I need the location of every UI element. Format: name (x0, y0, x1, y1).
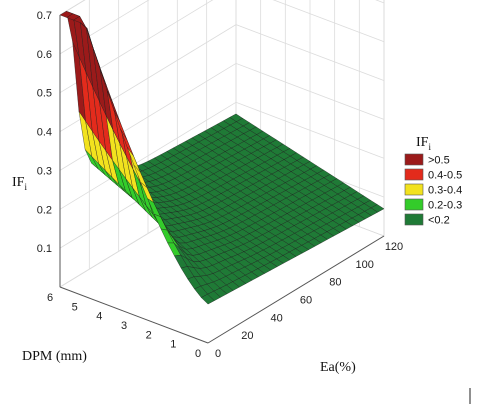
x-tick-label: 100 (355, 259, 373, 271)
z-tick-label: 0.2 (37, 204, 52, 216)
x-tick-label: 60 (300, 295, 312, 307)
z-axis-ticks: 0.1 0.2 0.3 0.4 0.5 0.6 0.7 (37, 10, 52, 255)
x-axis-title: Ea(%) (320, 360, 356, 375)
y-tick-label: 5 (72, 301, 78, 313)
z-tick-label: 0.5 (37, 88, 52, 100)
legend-swatch (404, 198, 424, 211)
y-tick-label: 3 (121, 320, 127, 332)
x-tick-label: 0 (215, 348, 221, 360)
z-tick-label: 0.1 (37, 243, 52, 255)
z-tick-label: 0.7 (37, 10, 52, 22)
legend-label: 0.4-0.5 (428, 170, 462, 182)
y-axis-ticks: 0 1 2 3 4 5 6 (47, 292, 201, 360)
y-axis-line (59, 286, 209, 344)
y-tick-label: 1 (170, 339, 176, 351)
legend-label: 0.3-0.4 (428, 185, 462, 197)
legend-swatch (404, 168, 424, 181)
x-tick-label: 120 (385, 241, 403, 253)
legend-swatch (404, 183, 424, 196)
x-axis-ticks: 0 20 40 60 80 100 120 (215, 241, 403, 360)
y-tick-label: 0 (195, 348, 201, 360)
x-tick-label: 80 (329, 277, 341, 289)
surface-mesh (59, 10, 385, 344)
x-tick-label: 40 (271, 312, 283, 324)
y-axis-title: DPM (mm) (22, 349, 87, 364)
legend-swatch (404, 153, 424, 166)
legend-swatch (404, 213, 424, 226)
legend-label: <0.2 (428, 215, 450, 227)
z-tick-label: 0.6 (37, 49, 52, 61)
z-axis-title: IFi (12, 175, 27, 192)
x-axis-line (207, 235, 385, 344)
y-tick-label: 6 (47, 292, 53, 304)
legend-label: >0.5 (428, 155, 450, 167)
z-tick-label: 0.3 (37, 165, 52, 177)
z-tick-label: 0.4 (37, 127, 52, 139)
y-tick-label: 4 (96, 311, 102, 323)
legend-label: 0.2-0.3 (428, 200, 462, 212)
legend-title: IFi (416, 135, 431, 152)
y-tick-label: 2 (146, 329, 152, 341)
surface-cell (201, 293, 215, 305)
x-tick-label: 20 (241, 330, 253, 342)
chart-legend: IFi >0.5 0.4-0.5 0.3-0.4 0.2-0.3 <0.2 (404, 135, 462, 227)
